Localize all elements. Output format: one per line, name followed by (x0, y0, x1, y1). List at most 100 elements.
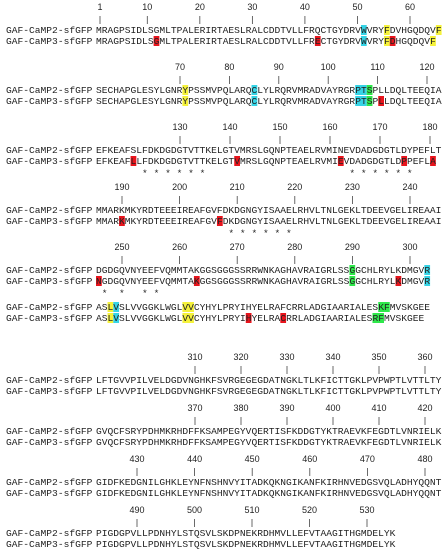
sequence: LFTGVVPILVELDGDVNGHKFSVRGEGEGDATNGKLTLKF… (96, 375, 442, 386)
ruler-number: 310 (187, 352, 202, 362)
alignment-block: 370 380 390 400 410 420 GAF-CaMP2-sfGFP GVQCFSR… (6, 403, 442, 448)
sequence: PIGDGPVLLPDNHYLSTQSVLSKDPNEKRDHMVLLEFVTA… (96, 528, 396, 539)
sequence-name: GAF-CaMP2-sfGFP (6, 145, 93, 156)
residue-segment: SLVVGGKLWGL (119, 302, 183, 313)
ruler-number: 450 (245, 454, 260, 464)
residue-highlight (130, 156, 137, 166)
residue-highlight (182, 313, 194, 323)
sequence-name: GAF-CaMP3-sfGFP (6, 539, 93, 550)
ruler-number: 500 (187, 505, 202, 515)
sequence: EFKEAFSLFDKDGDGTVTTKELGTVMRSLGQNPTEAELRV… (96, 145, 442, 156)
residue-segment: C (252, 85, 258, 96)
residue-highlight (366, 96, 373, 106)
residue-segment: CYHYLPRYIHYELRAFCRRLADGIAARIALES (194, 302, 378, 313)
sequence: MRAGPSIDLSGMLTPALERIRTAESLRALCDDTVLLFREC… (96, 36, 436, 47)
conservation-asterisks: * * * * * * * * * * * * (96, 168, 413, 179)
residue-segment: MVSKGEE (384, 313, 425, 324)
ruler-number: 520 (302, 505, 317, 515)
residue-segment: V (113, 313, 119, 324)
residue-segment: VRY (367, 25, 385, 36)
ruler-number: 300 (402, 242, 417, 252)
residue-segment: A (430, 156, 436, 167)
residue-segment: GGSGGGSSRRWNKAGHAVRAIGRLSS (200, 276, 350, 287)
residue-highlight (378, 96, 384, 106)
residue-segment: KF (378, 302, 390, 313)
residue-highlight (378, 302, 390, 312)
ruler-number: 340 (325, 352, 340, 362)
residue-highlight (153, 36, 160, 46)
residue-segment: GCHLRYL (355, 276, 396, 287)
residue-segment: PIGDGPVLLPDNHYLSTQSVLSKDPNEKRDHMVLLEFVTA… (96, 528, 396, 539)
residue-segment: W (361, 25, 367, 36)
residue-segment: GCHLRYLKDMGV (355, 265, 424, 276)
residue-highlight (182, 96, 189, 106)
ruler-number: 430 (129, 454, 144, 464)
ruler-number: 30 (247, 2, 257, 12)
residue-segment: S (367, 85, 373, 96)
residue-segment: GVQCFSRYPDHMKRHDFFKSAMPEGYVQERTISFKDDGTY… (96, 426, 442, 437)
residue-segment: MKYRDTEEEIREAFGV (125, 216, 217, 227)
residue-highlight (107, 313, 114, 323)
residue-highlight (182, 302, 194, 312)
sequence: MMARKMKYRDTEEEIREAFGVFDKDGNGYISAAELRHVLT… (96, 216, 442, 227)
residue-segment: Y (182, 96, 188, 107)
residue-highlight (355, 96, 367, 106)
residue-segment: G (349, 276, 355, 287)
ruler-number: 40 (300, 2, 310, 12)
residue-segment: MVSKGEE (390, 302, 431, 313)
conservation-asterisks: * * * * * * (96, 228, 292, 239)
residue-segment: PIGDGPVLLPDNHYLSTQSVLSKDPNEKRDHMVLLEFVTA… (96, 539, 396, 550)
ruler-number: 10 (142, 2, 152, 12)
sequence: ASLVSLVVGGKLWGLVVCYHYLPRYIHYELRACRRLADGI… (96, 313, 425, 324)
residue-segment: R (424, 265, 430, 276)
ruler-number: 530 (359, 505, 374, 515)
residue-highlight (234, 156, 240, 166)
residue-segment: MRSLGQNPTEAELRVMI (240, 156, 338, 167)
sequence-name: GAF-CaMP3-sfGFP (6, 96, 93, 107)
sequence-name: GAF-CaMP2-sfGFP (6, 25, 93, 36)
residue-highlight (384, 36, 390, 46)
ruler-number: 20 (195, 2, 205, 12)
sequence: GIDFKEDGNILGHKLEYNFNSHNVYITADKQKNGIKANFK… (96, 488, 442, 499)
residue-highlight (355, 85, 367, 95)
ruler-number: 130 (172, 122, 187, 132)
sequence-name: GAF-CaMP3-sfGFP (6, 488, 93, 499)
residue-highlight (435, 25, 442, 35)
ruler-number: 320 (233, 352, 248, 362)
residue-segment: VV (182, 313, 194, 324)
ruler-number: 200 (172, 182, 187, 192)
residue-highlight (424, 276, 431, 286)
residue-segment: GDGQVNYEEFVQMMTA (102, 276, 194, 287)
residue-highlight (245, 313, 252, 323)
residue-segment: L (108, 313, 114, 324)
residue-segment: AS (96, 302, 108, 313)
sequence-name: GAF-CaMP3-sfGFP (6, 156, 93, 167)
ruler-number: 360 (417, 352, 432, 362)
residue-highlight (182, 85, 189, 95)
ruler-number: 380 (233, 403, 248, 413)
residue-highlight (349, 276, 356, 286)
residue-segment: R (424, 276, 430, 287)
residue-segment: LFTGVVPILVELDGDVNGHKFSVRGEGEGDATNGKLTLKF… (96, 375, 442, 386)
sequence: LFTGVVPILVELDGDVNGHKFSVRGEGEGDATNGKLTLKF… (96, 386, 442, 397)
ruler-number: 400 (325, 403, 340, 413)
residue-segment: Y (182, 85, 188, 96)
residue-highlight (119, 216, 125, 226)
residue-segment: N (96, 276, 102, 287)
alignment-block: 430 440 450 460 470 480 GAF-CaMP2-sfGFP GIDFKED… (6, 454, 442, 499)
residue-highlight (280, 313, 287, 323)
residue-segment: P (401, 156, 407, 167)
ruler-number: 460 (302, 454, 317, 464)
residue-segment: PSSMVPQLARQ (188, 85, 252, 96)
residue-segment: LFDKDGDGTVTTKELGT (136, 156, 234, 167)
sequence: MMARKMKYRDTEEEIREAFGVFDKDGNGYISAAELRHVLT… (96, 205, 441, 216)
residue-highlight (360, 36, 367, 46)
ruler-number: 390 (279, 403, 294, 413)
sequence-name: GAF-CaMP3-sfGFP (6, 216, 93, 227)
residue-segment: F (436, 25, 442, 36)
residue-segment: MLTPALERIRTAESLRALCDDTVLLFR (159, 36, 315, 47)
sequence-name: GAF-CaMP2-sfGFP (6, 205, 93, 216)
sequence-name: GAF-CaMP2-sfGFP (6, 375, 93, 386)
residue-segment: CTGYDRV (321, 36, 362, 47)
residue-segment: GIDFKEDGNILGHKLEYNFNSHNVYITADKQKNGIKANFK… (96, 477, 442, 488)
